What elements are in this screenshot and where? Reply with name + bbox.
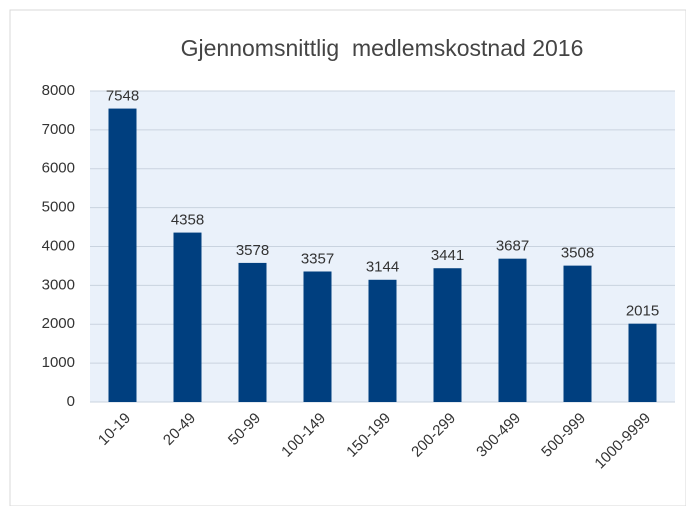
bar <box>628 323 657 402</box>
y-tick-label: 4000 <box>42 237 75 254</box>
bar <box>173 232 202 402</box>
y-tick-label: 3000 <box>42 276 75 293</box>
bar <box>563 265 592 402</box>
bar <box>108 108 137 402</box>
bar <box>368 279 397 402</box>
data-label: 2015 <box>626 303 659 320</box>
data-label: 3687 <box>496 238 529 255</box>
data-label: 3357 <box>301 250 334 267</box>
bar <box>238 262 267 402</box>
bar <box>498 258 527 402</box>
data-label: 3441 <box>431 247 464 264</box>
y-tick-label: 0 <box>67 393 75 410</box>
bar <box>433 268 462 402</box>
y-tick-label: 5000 <box>42 199 75 216</box>
bar <box>303 271 332 402</box>
y-tick-label: 2000 <box>42 315 75 332</box>
data-label: 7548 <box>106 88 139 105</box>
y-tick-label: 1000 <box>42 354 75 371</box>
chart-title: Gjennomsnittlig medlemskostnad 2016 <box>181 35 584 61</box>
y-tick-label: 8000 <box>42 82 75 99</box>
y-tick-label: 7000 <box>42 121 75 138</box>
y-tick-label: 6000 <box>42 160 75 177</box>
data-label: 3144 <box>366 259 399 276</box>
data-label: 4358 <box>171 212 204 229</box>
data-label: 3578 <box>236 242 269 259</box>
data-label: 3508 <box>561 245 594 262</box>
